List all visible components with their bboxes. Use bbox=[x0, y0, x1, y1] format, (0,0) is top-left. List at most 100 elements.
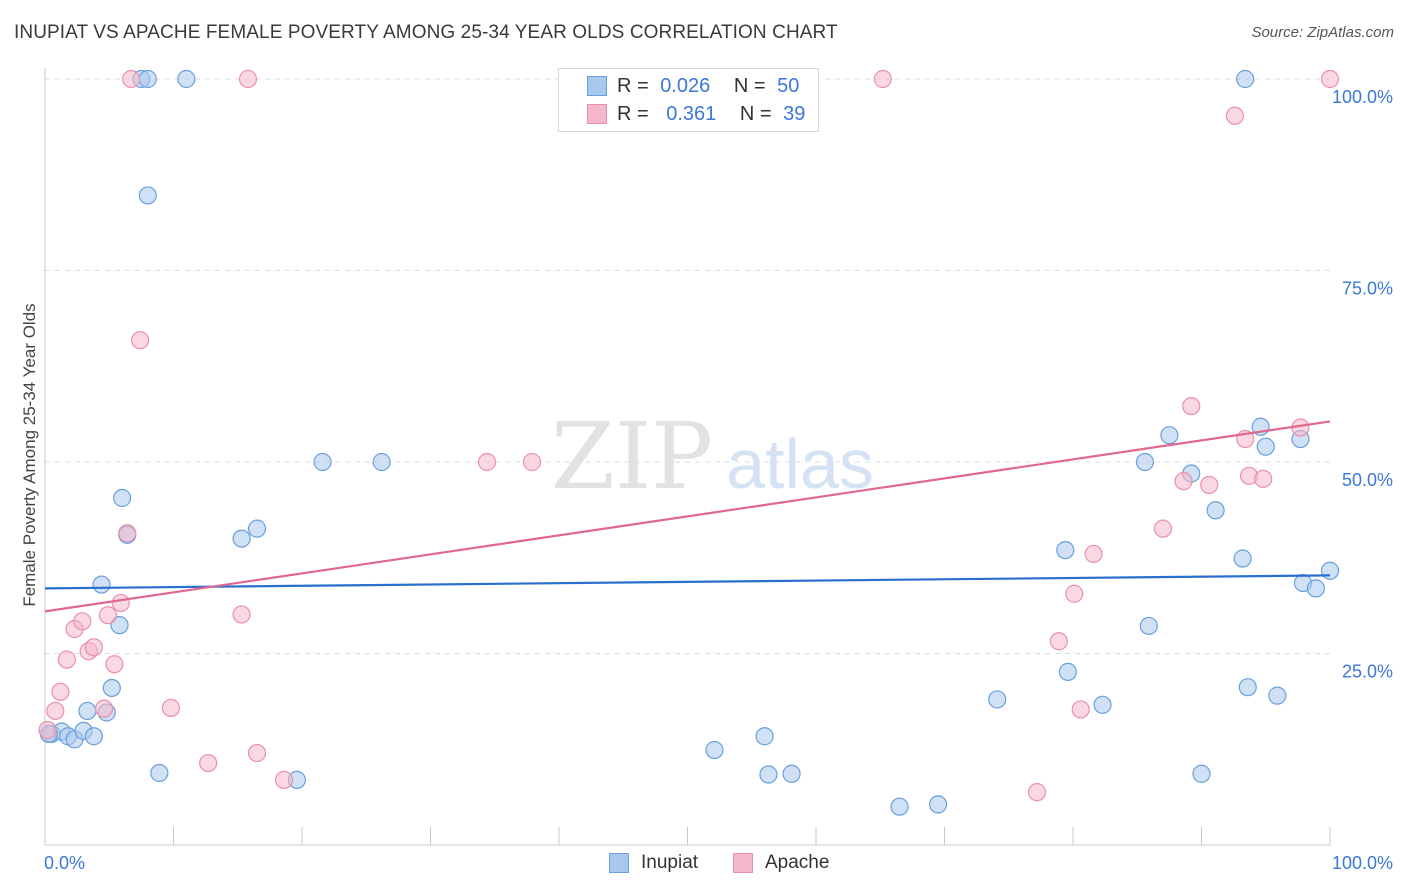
data-point-apache bbox=[232, 605, 251, 624]
data-point-inupiat bbox=[705, 740, 724, 760]
data-point-inupiat bbox=[1160, 426, 1179, 445]
source-label: Source: ZipAtlas.com bbox=[1251, 24, 1394, 41]
data-point-apache bbox=[1084, 544, 1103, 564]
data-point-inupiat bbox=[1093, 695, 1112, 714]
chart-title: INUPIAT VS APACHE FEMALE POVERTY AMONG 2… bbox=[14, 22, 838, 43]
data-point-inupiat bbox=[1320, 561, 1340, 580]
data-point-inupiat bbox=[92, 575, 111, 594]
data-point-apache bbox=[1174, 472, 1193, 491]
data-point-apache bbox=[522, 452, 542, 472]
legend-swatch-apache bbox=[587, 104, 607, 124]
data-point-inupiat bbox=[1238, 678, 1257, 697]
data-point-apache bbox=[51, 682, 70, 701]
data-point-apache bbox=[1153, 519, 1173, 538]
tick-labels: 25.0% 50.0% 75.0% 100.0% 0.0% 100.0% bbox=[44, 87, 1393, 873]
data-point-inupiat bbox=[177, 69, 196, 89]
data-point-inupiat bbox=[138, 186, 157, 205]
data-point-inupiat bbox=[1139, 616, 1158, 636]
data-point-inupiat bbox=[112, 488, 132, 508]
y-tick-label: 75.0% bbox=[1342, 279, 1393, 299]
data-point-apache bbox=[1049, 632, 1068, 651]
data-point-apache bbox=[95, 699, 114, 718]
data-points bbox=[38, 69, 1340, 816]
gridlines bbox=[45, 78, 1330, 654]
data-point-inupiat bbox=[928, 795, 948, 814]
data-point-inupiat bbox=[313, 452, 332, 472]
data-point-apache bbox=[38, 720, 57, 740]
axes bbox=[44, 68, 1331, 846]
y-tick-label: 25.0% bbox=[1342, 662, 1393, 682]
data-point-apache bbox=[105, 655, 124, 674]
data-point-apache bbox=[477, 452, 497, 472]
data-point-inupiat bbox=[110, 616, 129, 635]
data-point-inupiat bbox=[1058, 662, 1077, 681]
data-point-apache bbox=[199, 753, 218, 773]
data-point-inupiat bbox=[372, 452, 391, 472]
r-value: 0.026 bbox=[660, 74, 711, 97]
r-label: R = bbox=[617, 74, 649, 97]
data-point-inupiat bbox=[247, 519, 267, 538]
data-point-inupiat bbox=[988, 690, 1007, 709]
trend-lines bbox=[44, 420, 1331, 613]
data-point-inupiat bbox=[1206, 501, 1225, 520]
watermark-zip: ZIP bbox=[551, 403, 713, 510]
correlation-legend: R = 0.026 N = 50 R = 0.361 N = 39 bbox=[558, 68, 819, 132]
legend-label-apache: Apache bbox=[765, 852, 830, 873]
legend-swatch-inupiat bbox=[609, 853, 629, 873]
data-point-apache bbox=[121, 69, 141, 89]
data-point-inupiat bbox=[1135, 452, 1155, 472]
legend-item-inupiat[interactable]: Inupiat bbox=[609, 852, 698, 874]
data-point-inupiat bbox=[150, 763, 169, 783]
legend-swatch-inupiat bbox=[587, 76, 607, 96]
trend-line-apache bbox=[44, 420, 1331, 613]
legend-stats-apache: R = 0.361 N = 39 bbox=[617, 103, 805, 126]
legend-item-apache[interactable]: Apache bbox=[733, 852, 829, 874]
data-point-apache bbox=[130, 331, 150, 350]
data-point-inupiat bbox=[1056, 540, 1075, 560]
x-tick-label: 0.0% bbox=[44, 853, 85, 873]
data-point-apache bbox=[98, 606, 118, 625]
data-point-inupiat bbox=[782, 764, 801, 783]
data-point-apache bbox=[1320, 69, 1340, 89]
data-point-inupiat bbox=[759, 765, 778, 784]
data-point-apache bbox=[274, 770, 294, 789]
data-point-apache bbox=[247, 743, 267, 763]
data-point-apache bbox=[873, 69, 892, 89]
watermark: ZIP atlas bbox=[551, 403, 874, 510]
data-point-inupiat bbox=[138, 69, 157, 89]
legend-stats-inupiat: R = 0.026 N = 50 bbox=[617, 75, 799, 98]
data-point-inupiat bbox=[1236, 69, 1255, 89]
data-point-inupiat bbox=[755, 727, 774, 746]
data-point-apache bbox=[238, 69, 258, 89]
data-point-apache bbox=[161, 698, 181, 717]
data-point-apache bbox=[1254, 469, 1273, 488]
x-tick-label: 100.0% bbox=[1332, 853, 1393, 873]
data-point-inupiat bbox=[232, 529, 251, 548]
data-point-apache bbox=[1065, 584, 1084, 603]
series-legend: Inupiat Apache bbox=[0, 852, 1406, 878]
data-point-apache bbox=[1027, 783, 1047, 802]
data-point-apache bbox=[1071, 700, 1090, 719]
data-point-apache bbox=[57, 650, 76, 669]
data-point-apache bbox=[84, 638, 103, 657]
n-label: N = bbox=[739, 102, 772, 125]
data-point-inupiat bbox=[102, 678, 121, 698]
data-point-apache bbox=[1225, 106, 1245, 125]
data-point-apache bbox=[46, 701, 65, 721]
data-point-apache bbox=[73, 612, 92, 631]
data-point-apache bbox=[111, 593, 130, 613]
data-point-inupiat bbox=[78, 701, 97, 721]
data-point-inupiat bbox=[890, 797, 909, 816]
data-point-apache bbox=[1200, 475, 1219, 495]
data-point-inupiat bbox=[1233, 549, 1252, 568]
data-point-apache bbox=[118, 524, 137, 543]
n-value: 50 bbox=[777, 74, 800, 97]
watermark-atlas: atlas bbox=[726, 425, 874, 503]
data-point-inupiat bbox=[1192, 764, 1211, 783]
legend-swatch-apache bbox=[733, 853, 753, 873]
trend-line-inupiat bbox=[44, 574, 1331, 590]
data-point-inupiat bbox=[84, 727, 103, 746]
data-point-inupiat bbox=[1256, 437, 1275, 456]
n-label: N = bbox=[733, 74, 766, 97]
